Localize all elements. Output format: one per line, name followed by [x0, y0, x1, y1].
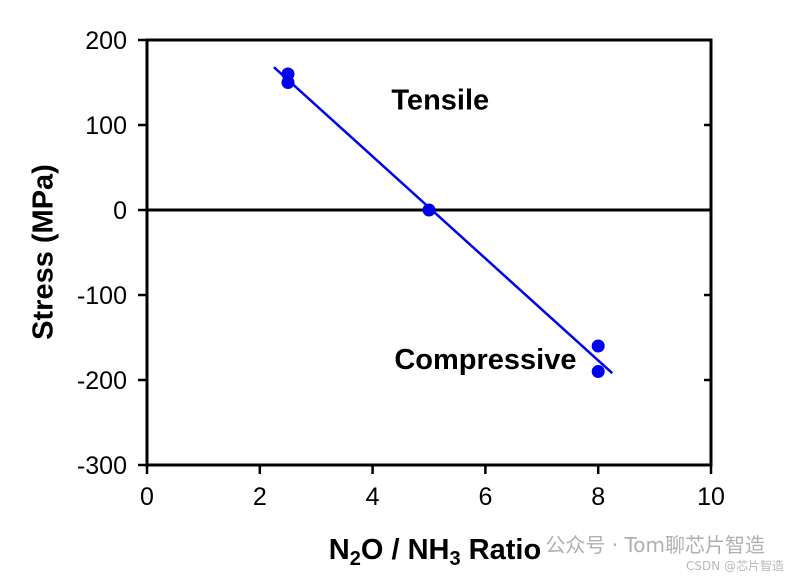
watermark: 公众号 · Tom聊芯片智造 CSDN @芯片智造	[545, 533, 784, 573]
y-tick-label: -100	[77, 282, 127, 310]
data-point	[591, 339, 605, 353]
x-tick-label: 10	[697, 483, 725, 511]
data-point	[281, 76, 295, 89]
data-point	[422, 203, 436, 217]
watermark-sub: CSDN @芯片智造	[686, 558, 784, 573]
y-tick-label: 100	[85, 112, 127, 140]
annotation-compressive: Compressive	[394, 344, 576, 376]
watermark-main: 公众号 · Tom聊芯片智造	[545, 533, 765, 557]
plot-frame	[145, 38, 713, 467]
x-axis-title: N2O / NH3 Ratio	[329, 534, 541, 570]
y-tick-label: 0	[113, 197, 127, 225]
y-tick-label: -300	[77, 452, 127, 480]
x-tick-label: 0	[140, 483, 154, 511]
y-axis-title: Stress (MPa)	[28, 164, 60, 340]
fit-line	[273, 66, 614, 375]
x-tick-label: 2	[253, 483, 267, 511]
x-tick-label: 8	[591, 483, 605, 511]
y-tick-label: 200	[85, 27, 127, 55]
data-point	[591, 365, 605, 378]
y-tick-label: -200	[77, 367, 127, 395]
annotation-tensile: Tensile	[391, 85, 489, 117]
x-tick-label: 6	[478, 483, 492, 511]
x-tick-label: 4	[366, 483, 380, 511]
plot-area: 0 2 4 6 8 10 200 100 0 -100 -200 -300 Tensile Compres…	[77, 27, 725, 511]
